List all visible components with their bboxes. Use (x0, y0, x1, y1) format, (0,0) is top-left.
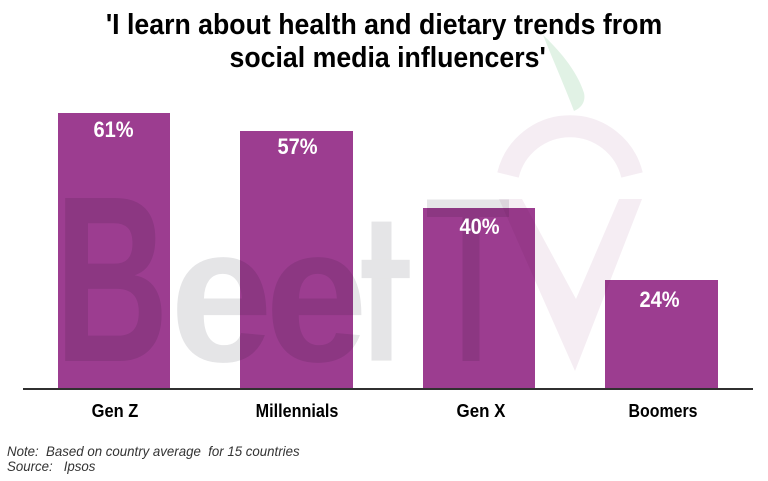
svg-text:B: B (55, 147, 169, 412)
svg-text:e: e (170, 187, 273, 403)
svg-text:e: e (265, 187, 368, 403)
